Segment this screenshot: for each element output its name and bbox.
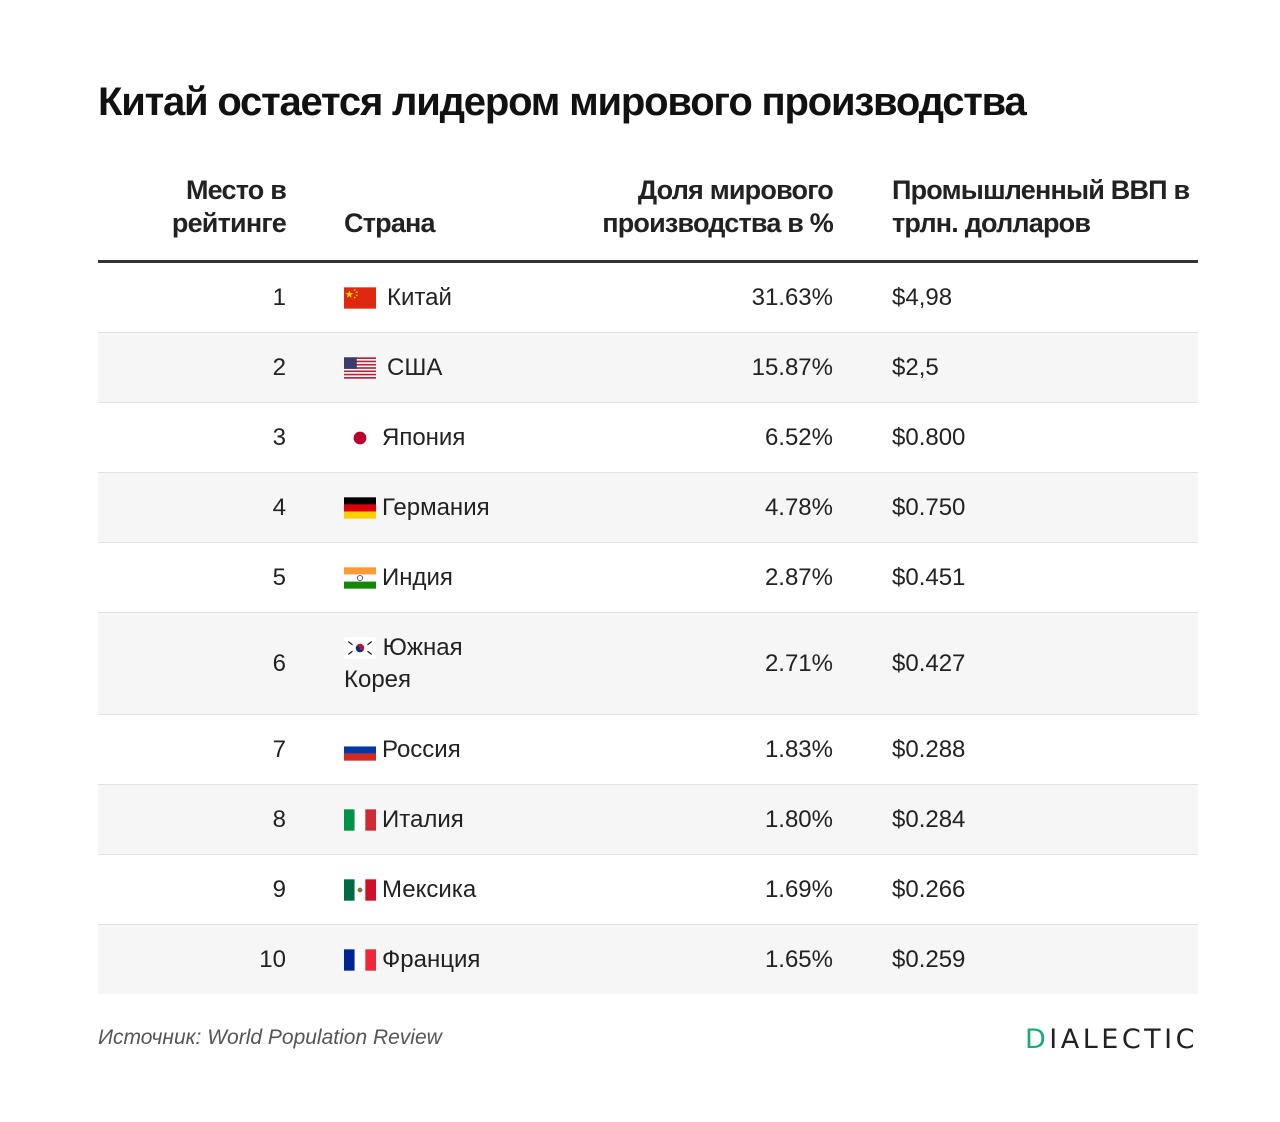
india-flag-icon: [344, 566, 376, 589]
country-name: Мексика: [382, 875, 477, 903]
rank-cell: 5: [272, 563, 286, 591]
country-name: США: [387, 353, 443, 381]
country-name: Китай: [387, 283, 452, 311]
table-header: Место в рейтинге Страна Доля мирового пр…: [98, 172, 1198, 263]
country-cell: Индия: [344, 564, 453, 592]
rank-cell: 9: [272, 875, 286, 903]
table-row: 4 Германия 4.78% $0.750: [98, 473, 1198, 543]
country-cell: Япония: [344, 424, 465, 452]
share-cell: 31.63%: [751, 283, 833, 311]
country-cell: Россия: [344, 736, 461, 764]
gdp-cell: $0.284: [892, 805, 966, 833]
country-name: Индия: [382, 563, 453, 591]
country-name: Франция: [382, 945, 481, 973]
south-korea-flag-icon: [344, 637, 376, 659]
logo-rest: IALECTIC: [1049, 1024, 1198, 1055]
table-row: 3 Япония 6.52% $0.800: [98, 403, 1198, 473]
table-row: 6 Южная Корея 2.71% $0.427: [98, 613, 1198, 715]
share-cell: 1.83%: [764, 735, 833, 763]
country-cell: Германия: [344, 494, 490, 522]
rank-cell: 10: [259, 945, 286, 973]
gdp-cell: $0.750: [892, 493, 966, 521]
table-row: 7 Россия 1.83% $0.288: [98, 715, 1198, 785]
table-row: 2 США 15.87% $2,5: [98, 333, 1198, 403]
rank-cell: 4: [272, 493, 286, 521]
country-cell: Мексика: [344, 876, 476, 904]
gdp-cell: $0.288: [892, 735, 966, 763]
header-country: Страна: [344, 208, 436, 238]
rank-cell: 2: [272, 353, 286, 381]
germany-flag-icon: [344, 496, 376, 519]
share-cell: 15.87%: [751, 353, 833, 381]
share-cell: 2.87%: [764, 563, 833, 591]
source-note: Источник: World Population Review: [98, 1026, 442, 1049]
country-cell: Италия: [344, 806, 464, 834]
rank-cell: 8: [272, 805, 286, 833]
country-name: Южная Корея: [344, 633, 463, 693]
table-row: 10 Франция 1.65% $0.259: [98, 925, 1198, 994]
page-title: Китай остается лидером мирового производ…: [98, 80, 1027, 124]
share-cell: 4.78%: [764, 493, 833, 521]
share-cell: 1.69%: [764, 875, 833, 903]
rank-cell: 6: [272, 649, 286, 677]
country-cell: Франция: [344, 946, 480, 974]
gdp-cell: $4,98: [892, 283, 953, 311]
rank-cell: 1: [272, 283, 286, 311]
country-name: Россия: [382, 735, 461, 763]
country-name: Германия: [382, 493, 490, 521]
italy-flag-icon: [344, 808, 376, 831]
table-row: 5 Индия 2.87% $0.451: [98, 543, 1198, 613]
country-cell: США: [344, 354, 442, 382]
share-cell: 6.52%: [764, 423, 833, 451]
share-cell: 1.65%: [764, 945, 833, 973]
ranking-table: Место в рейтинге Страна Доля мирового пр…: [98, 172, 1198, 994]
header-rank: Место в рейтинге: [171, 175, 287, 238]
usa-flag-icon: [344, 356, 376, 379]
mexico-flag-icon: [344, 878, 376, 901]
gdp-cell: $0.266: [892, 875, 966, 903]
rank-cell: 7: [272, 735, 286, 763]
country-cell: Китай: [344, 284, 452, 312]
dialectic-logo: DIALECTIC: [1025, 1024, 1198, 1055]
share-cell: 2.71%: [764, 649, 833, 677]
gdp-cell: $2,5: [892, 353, 939, 381]
gdp-cell: $0.451: [892, 563, 966, 591]
gdp-cell: $0.800: [892, 423, 966, 451]
gdp-cell: $0.259: [892, 945, 966, 973]
country-cell: Южная Корея: [344, 632, 494, 696]
country-name: Япония: [382, 423, 466, 451]
share-cell: 1.80%: [764, 805, 833, 833]
table-row: 1 Китай 31.63% $4,98: [98, 263, 1198, 333]
country-name: Италия: [382, 805, 464, 833]
japan-flag-icon: [344, 426, 376, 449]
russia-flag-icon: [344, 738, 376, 761]
gdp-cell: $0.427: [892, 649, 966, 677]
rank-cell: 3: [272, 423, 286, 451]
china-flag-icon: [344, 286, 376, 309]
header-share: Доля мирового производства в %: [602, 175, 834, 238]
france-flag-icon: [344, 948, 376, 971]
logo-initial: D: [1025, 1024, 1050, 1055]
table-row: 8 Италия 1.80% $0.284: [98, 785, 1198, 855]
table-row: 9 Мексика 1.69% $0.266: [98, 855, 1198, 925]
header-gdp: Промышленный ВВП в трлн. долларов: [892, 175, 1190, 238]
